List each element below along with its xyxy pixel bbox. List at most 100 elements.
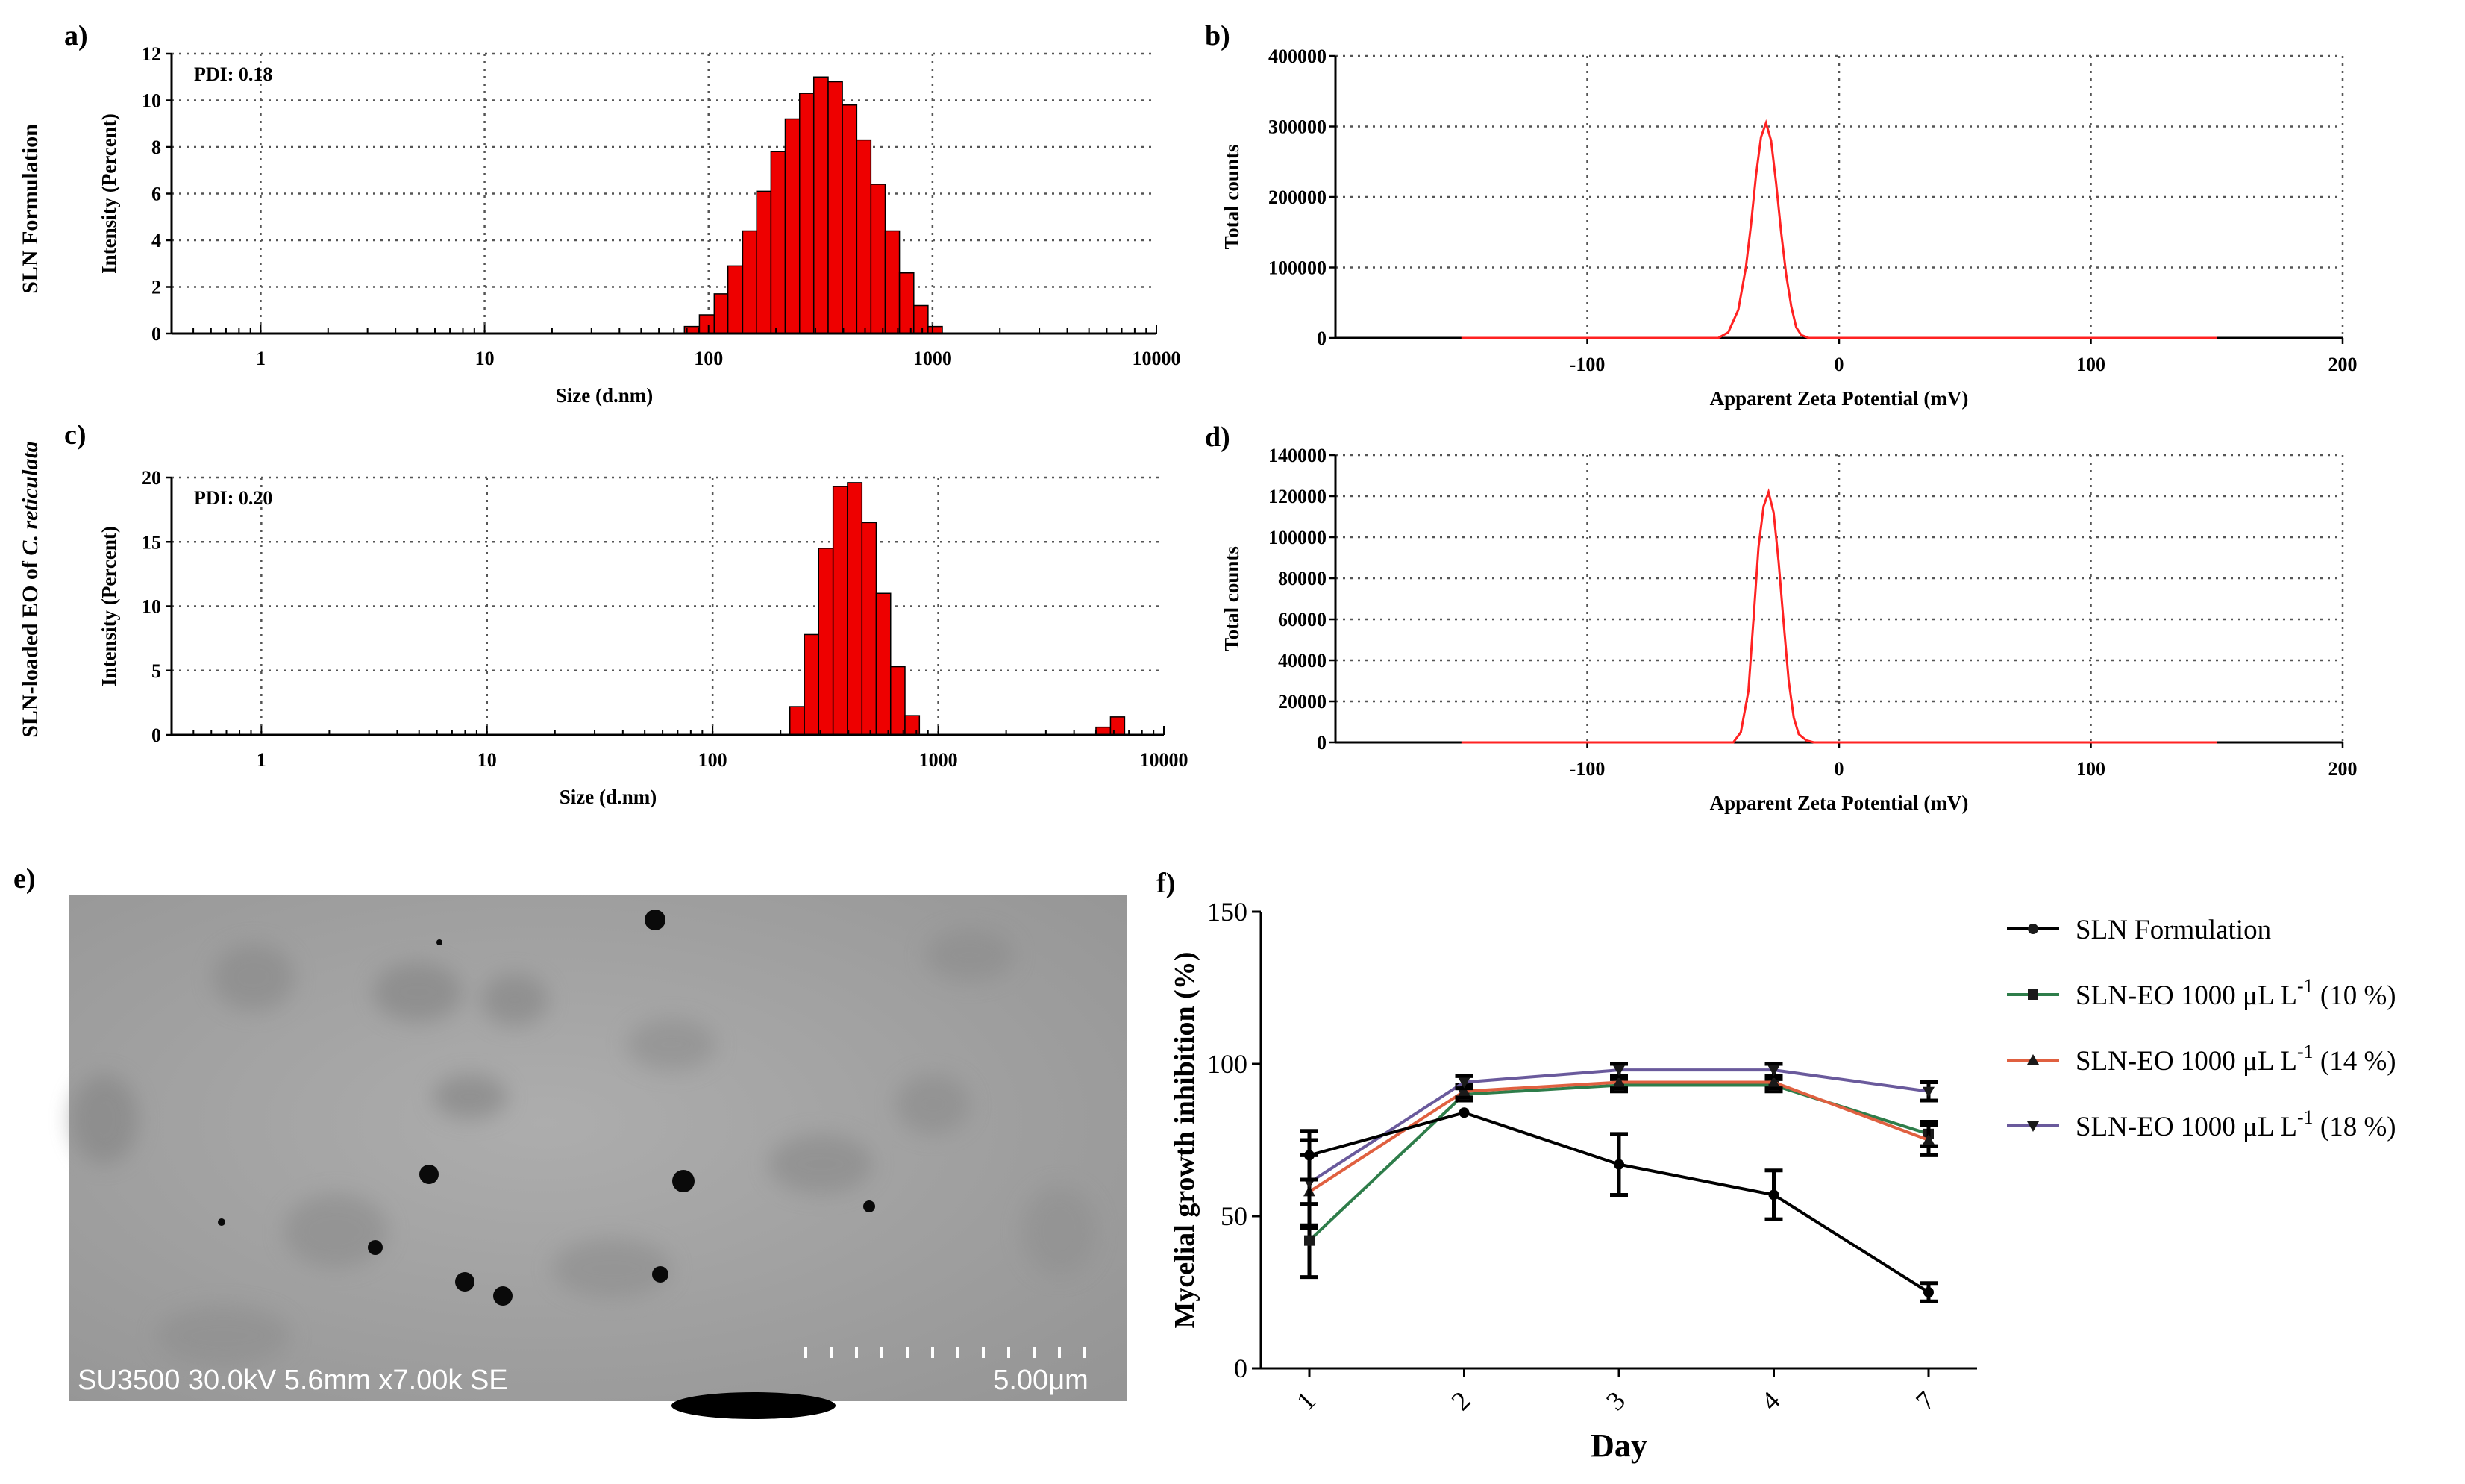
sem-texture — [71, 929, 1097, 1365]
x-tick-label: 1000 — [919, 749, 958, 771]
legend-label-sup: -1 — [2297, 1041, 2314, 1062]
x-axis-label: Size (d.nm) — [560, 786, 657, 808]
histogram-bar — [856, 139, 872, 334]
data-point — [1923, 1287, 1934, 1297]
y-axis-label: Intensity (Percent) — [98, 113, 120, 274]
legend-label-text: SLN Formulation — [2076, 915, 2271, 945]
data-point — [2028, 989, 2038, 1000]
legend-label: SLN Formulation — [2076, 915, 2271, 945]
zeta-potential-chart-d: 0 20000 40000 60000 80000 100000 120000 140000 -… — [1221, 445, 2358, 814]
x-tick-label: -100 — [1570, 758, 1606, 780]
histogram-bar — [898, 272, 915, 334]
x-tick-label: 10000 — [1140, 749, 1188, 771]
mycelial-inhibition-chart-f: 0 50 100 150 1 2 3 4 7 Day Mycelial growth inhibit… — [1169, 897, 2396, 1464]
histogram-bar — [889, 666, 906, 736]
legend-label: SLN-EO 1000 μL L-1 (18 %) — [2076, 1106, 2396, 1142]
x-tick-label: 1 — [1291, 1386, 1321, 1416]
data-point — [2027, 1054, 2039, 1065]
y-tick-label: 120000 — [1268, 486, 1327, 507]
panel-label-d: d) — [1205, 422, 1230, 453]
sem-micrograph: SU3500 30.0kV 5.6mm x7.00k SE 5.00μm — [69, 895, 1127, 1419]
x-tick-label: 200 — [2328, 354, 2358, 375]
legend-label: SLN-EO 1000 μL L-1 (10 %) — [2076, 975, 2396, 1011]
legend-label-suffix: (10 %) — [2314, 980, 2396, 1011]
x-tick-label: 7 — [1910, 1386, 1941, 1416]
legend-label-sup: -1 — [2297, 975, 2314, 997]
x-tick-label: 1000 — [913, 348, 952, 369]
zeta-distribution-line — [1461, 488, 2217, 744]
y-tick-label: 50 — [1221, 1201, 1247, 1231]
histogram-bar — [770, 151, 786, 334]
histogram-bar — [756, 190, 772, 334]
histogram-bar — [798, 93, 815, 334]
histogram-bar — [913, 304, 929, 334]
x-axis-label: Day — [1591, 1427, 1647, 1464]
x-tick-label: 0 — [1835, 758, 1844, 780]
y-tick-label: 40000 — [1278, 650, 1327, 671]
legend-label-text: SLN-EO 1000 μL L — [2076, 980, 2297, 1011]
y-axis-label: Intensity (Percent) — [98, 526, 120, 686]
pdi-annotation: PDI: 0.20 — [194, 487, 272, 509]
side-label-c-species: C. reticulata — [18, 441, 43, 555]
sem-particles — [218, 910, 875, 1306]
histogram-bar — [904, 715, 921, 736]
histogram-bar — [827, 81, 843, 334]
histogram-bar — [818, 548, 834, 736]
zeta-potential-chart-b: 0 100000 200000 300000 400000 -100 0 100 200 Appa… — [1221, 46, 2358, 410]
histogram-bar — [804, 633, 820, 736]
y-tick-label: 10 — [142, 596, 161, 618]
pdi-annotation: PDI: 0.18 — [194, 63, 272, 85]
sem-scale-bar — [804, 1347, 1086, 1358]
x-tick-label: 4 — [1755, 1386, 1786, 1416]
histogram-bar — [884, 230, 901, 334]
histogram-bar — [847, 482, 863, 736]
x-tick-label: 3 — [1600, 1386, 1631, 1416]
y-tick-label: 15 — [142, 531, 161, 553]
y-tick-label: 0 — [151, 323, 161, 345]
y-tick-label: 12 — [142, 43, 161, 65]
histogram-bar — [789, 706, 805, 736]
histogram-bar — [832, 486, 848, 736]
x-tick-label: 1 — [256, 348, 266, 369]
series-4 — [1300, 1062, 1938, 1227]
histogram-bar — [875, 592, 892, 736]
y-tick-label: 0 — [1317, 732, 1327, 754]
legend-label-suffix: (18 %) — [2314, 1112, 2396, 1142]
legend-label-suffix: (14 %) — [2314, 1046, 2396, 1077]
series-1 — [1300, 1107, 1938, 1303]
data-point — [1768, 1189, 1779, 1200]
data-point — [1458, 1085, 1470, 1096]
histogram-bar — [713, 293, 729, 334]
sem-info-text: SU3500 30.0kV 5.6mm x7.00k SE — [78, 1365, 508, 1396]
histogram-bar — [698, 314, 715, 334]
x-tick-label: -100 — [1570, 354, 1606, 375]
x-tick-label: 10000 — [1133, 348, 1181, 369]
data-point — [1767, 1065, 1780, 1077]
legend-item-1: SLN Formulation — [2007, 915, 2271, 945]
y-tick-label: 2 — [151, 277, 161, 298]
x-tick-label: 0 — [1835, 354, 1844, 375]
y-tick-label: 60000 — [1278, 609, 1327, 630]
data-point — [1923, 1086, 1935, 1098]
y-tick-label: 140000 — [1268, 445, 1327, 466]
histogram-bar — [784, 118, 801, 334]
histogram-bar — [870, 184, 886, 334]
y-axis-label: Total counts — [1221, 546, 1243, 651]
y-tick-label: 150 — [1207, 897, 1247, 927]
y-tick-label: 20000 — [1278, 691, 1327, 713]
y-tick-label: 10 — [142, 90, 161, 112]
x-tick-label: 100 — [2076, 354, 2105, 375]
data-point — [1613, 1076, 1625, 1087]
x-tick-label: 10 — [475, 348, 495, 369]
panel-label-a: a) — [64, 20, 88, 51]
y-tick-label: 100 — [1207, 1049, 1247, 1079]
histogram-bar — [727, 265, 744, 334]
y-axis-label: Mycelial growth inhibition (%) — [1169, 952, 1200, 1329]
data-point — [1458, 1077, 1470, 1089]
y-tick-label: 20 — [142, 467, 161, 489]
y-tick-label: 80000 — [1278, 568, 1327, 589]
data-point — [1614, 1159, 1624, 1170]
legend-label: SLN-EO 1000 μL L-1 (14 %) — [2076, 1041, 2396, 1077]
x-tick-label: 2 — [1446, 1386, 1476, 1416]
